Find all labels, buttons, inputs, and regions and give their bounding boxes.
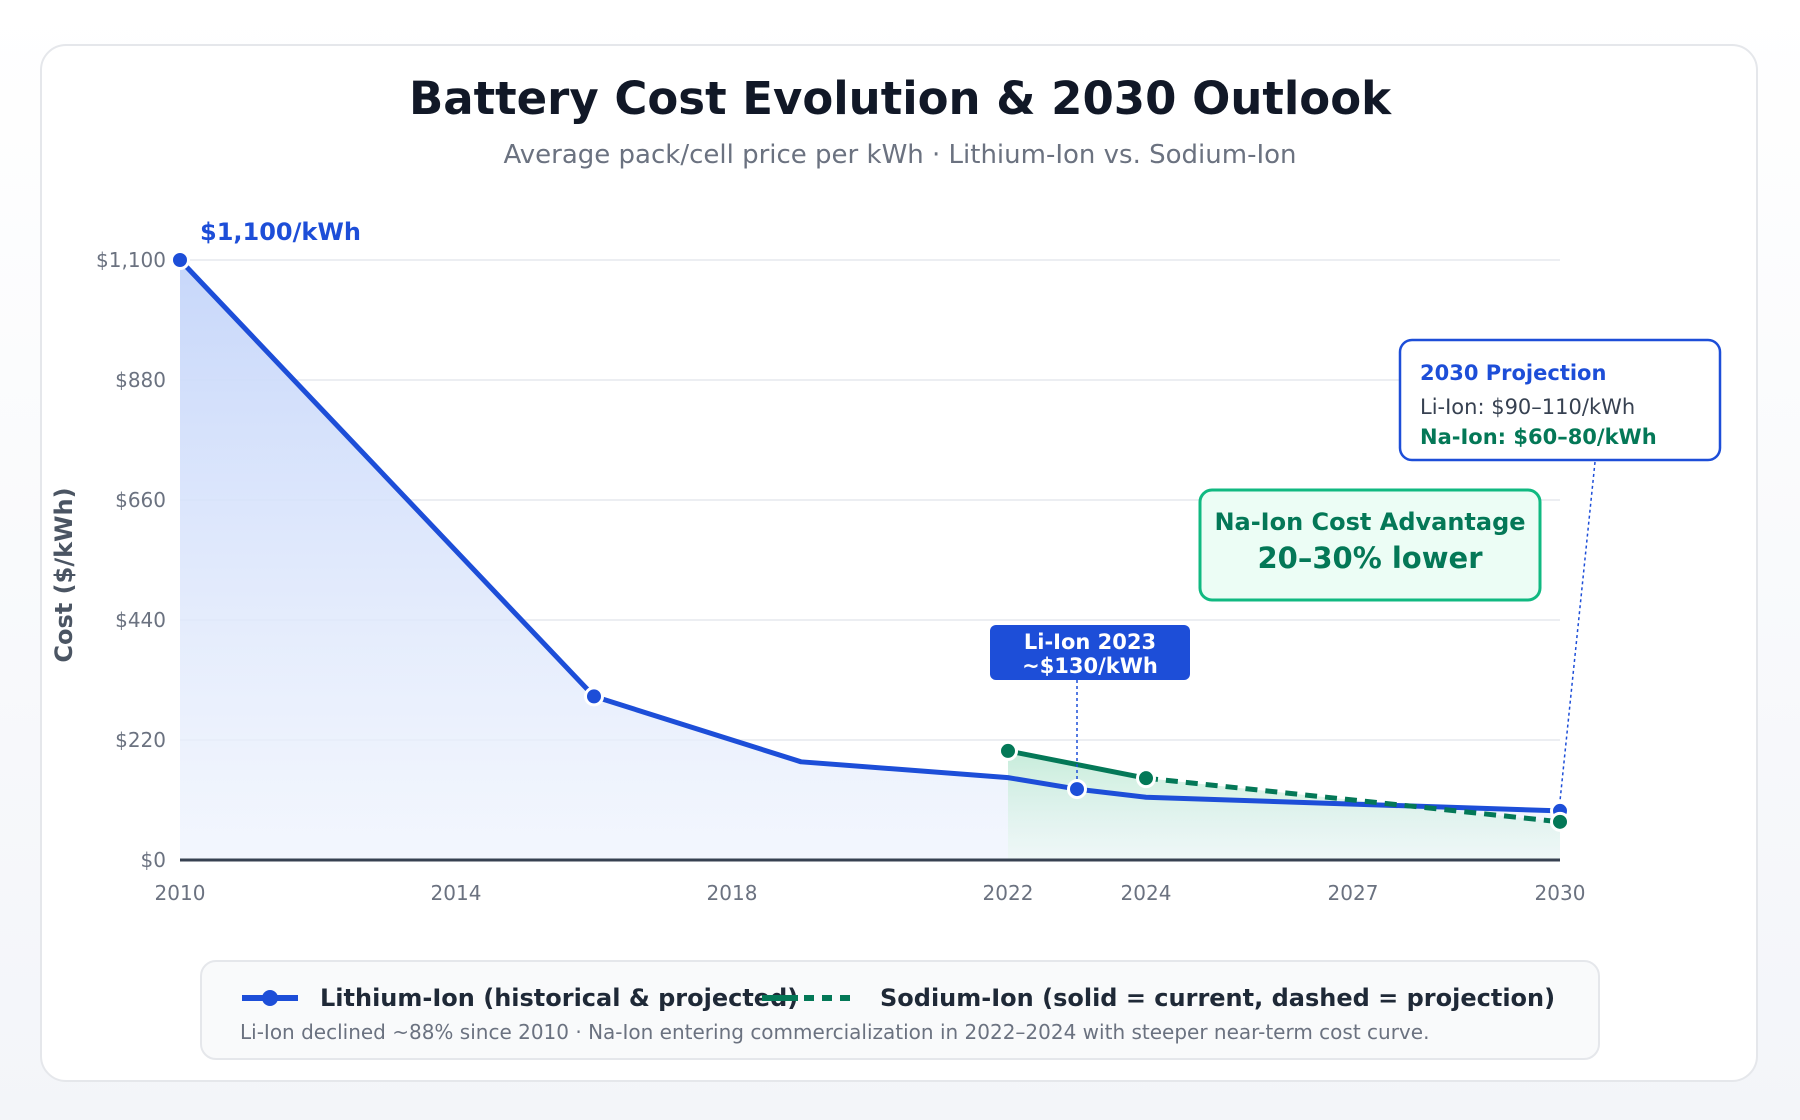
projection-leader-line: [1559, 461, 1596, 801]
legend-swatch-lithium: [242, 990, 298, 1006]
sodium-point: [998, 740, 1018, 761]
y-tick-label: $0: [141, 848, 166, 872]
y-tick-label: $1,100: [96, 248, 166, 272]
x-tick-label: 2024: [1121, 881, 1172, 905]
x-tick-label: 2018: [707, 881, 758, 905]
chart-title: Battery Cost Evolution & 2030 Outlook: [408, 72, 1392, 125]
y-tick-label: $440: [115, 608, 166, 632]
lithium-point: [584, 686, 604, 707]
li-2023-callout-box: [990, 625, 1190, 680]
x-tick-label: 2014: [431, 881, 482, 905]
start-value-label: $1,100/kWh: [200, 218, 361, 246]
y-tick-label: $660: [115, 488, 166, 512]
sodium-point: [1550, 811, 1570, 832]
projection-li-value: Li-Ion: $90–110/kWh: [1420, 395, 1635, 419]
legend-item-sodium: Sodium-Ion (solid = current, dashed = pr…: [760, 978, 1555, 1018]
lithium-point: [1067, 779, 1087, 800]
projection-box: [1398, 338, 1722, 462]
series-markers: [170, 250, 1570, 832]
sodium-line-projection: [1145, 775, 1561, 825]
li-2023-callout-title: Li-Ion 2023: [1024, 630, 1156, 654]
legend-item-lithium: Lithium-Ion (historical & projected): [240, 978, 798, 1018]
li-2023-callout-value: ~$130/kWh: [1022, 654, 1158, 678]
legend-swatch-sodium: [762, 995, 858, 1001]
y-tick-label: $220: [115, 728, 166, 752]
projection-title: 2030 Projection: [1420, 361, 1606, 385]
legend-label-lithium: Lithium-Ion (historical & projected): [320, 984, 799, 1012]
legend: Lithium-Ion (historical & projected) Sod…: [200, 960, 1600, 1060]
annotations: $1,100/kWh Li-Ion 2023~$130/kWh Na-Ion Cos…: [200, 218, 1722, 801]
advantage-title: Na-Ion Cost Advantage: [1214, 508, 1525, 536]
legend-label-sodium: Sodium-Ion (solid = current, dashed = pr…: [880, 984, 1556, 1012]
x-tick-label: 2027: [1328, 881, 1379, 905]
y-axis-label: Cost ($/kWh): [50, 487, 78, 662]
advantage-value: 20–30% lower: [1258, 541, 1484, 575]
axes: $0 $220 $440 $660 $880 $1,100 2010 2014 2018 2022…: [50, 248, 1585, 905]
projection-na-value: Na-Ion: $60–80/kWh: [1420, 425, 1657, 449]
x-tick-label: 2030: [1535, 881, 1586, 905]
advantage-box: [1198, 488, 1542, 602]
y-tick-label: $880: [115, 368, 166, 392]
sodium-point: [1136, 768, 1156, 789]
x-tick-label: 2010: [155, 881, 206, 905]
chart-subtitle: Average pack/cell price per kWh · Lithiu…: [503, 140, 1297, 170]
lithium-area-fill: [180, 260, 1560, 860]
lithium-point: [170, 250, 190, 270]
legend-note: Li-Ion declined ~88% since 2010 · Na-Ion…: [240, 1020, 1430, 1044]
x-tick-label: 2022: [983, 881, 1034, 905]
